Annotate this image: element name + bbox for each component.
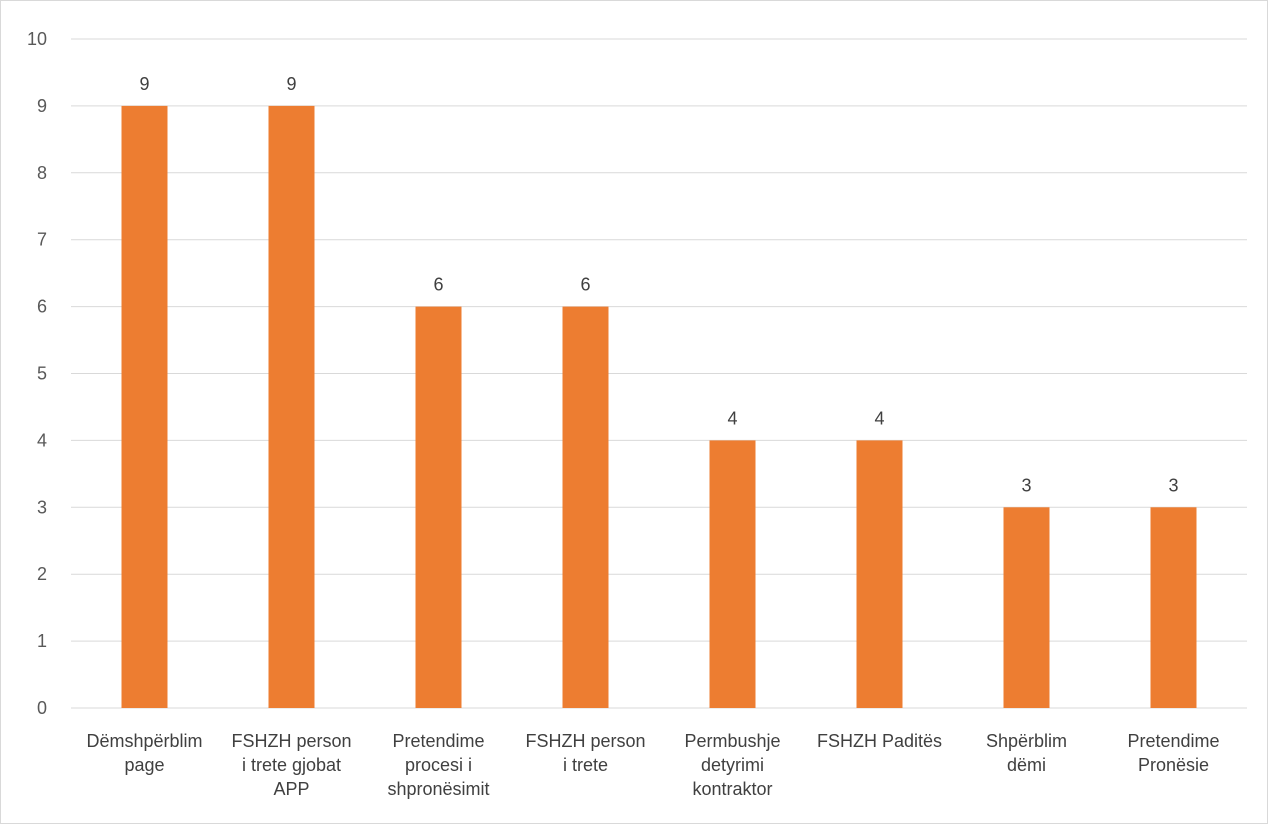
data-label: 6 [433, 275, 443, 295]
bar [1003, 507, 1050, 708]
x-category-label: FSHZH person i trete gjobat APP [231, 731, 351, 799]
x-axis-category-labels: Dëmshpërblim page FSHZH person i trete gjob… [86, 731, 1219, 799]
bar [1150, 507, 1197, 708]
y-tick-label: 3 [37, 497, 47, 517]
data-label: 9 [139, 74, 149, 94]
bar [121, 105, 168, 708]
x-category-label: Shpërblim dëmi [986, 731, 1067, 775]
bar [709, 440, 756, 708]
bar [562, 306, 609, 708]
data-label: 9 [286, 74, 296, 94]
y-tick-label: 6 [37, 297, 47, 317]
y-tick-label: 2 [37, 564, 47, 584]
data-label: 4 [727, 408, 737, 428]
bar [856, 440, 903, 708]
data-labels: 9 9 6 6 4 4 3 3 [139, 74, 1178, 495]
gridlines [71, 38, 1247, 709]
bar [268, 105, 315, 708]
data-label: 6 [580, 275, 590, 295]
x-category-label: FSHZH Paditës [817, 731, 942, 751]
x-category-label: Dëmshpërblim page [86, 731, 202, 775]
bars [121, 105, 1197, 708]
data-label: 4 [874, 408, 884, 428]
data-label: 3 [1021, 475, 1031, 495]
x-category-label: FSHZH person i trete [525, 731, 645, 775]
y-tick-label: 1 [37, 631, 47, 651]
y-tick-label: 4 [37, 430, 47, 450]
y-tick-label: 10 [27, 29, 47, 49]
x-category-label: Pretendime Pronësie [1127, 731, 1219, 775]
y-tick-label: 5 [37, 364, 47, 384]
data-label: 3 [1168, 475, 1178, 495]
y-tick-label: 7 [37, 230, 47, 250]
y-tick-label: 0 [37, 698, 47, 718]
y-axis-tick-labels: 0 1 2 3 4 5 6 7 8 9 10 [27, 29, 47, 718]
x-category-label: Pretendime procesi i shpronësimit [387, 731, 489, 799]
y-tick-label: 9 [37, 96, 47, 116]
bar [415, 306, 462, 708]
y-tick-label: 8 [37, 163, 47, 183]
x-category-label: Permbushje detyrimi kontraktor [684, 731, 780, 799]
